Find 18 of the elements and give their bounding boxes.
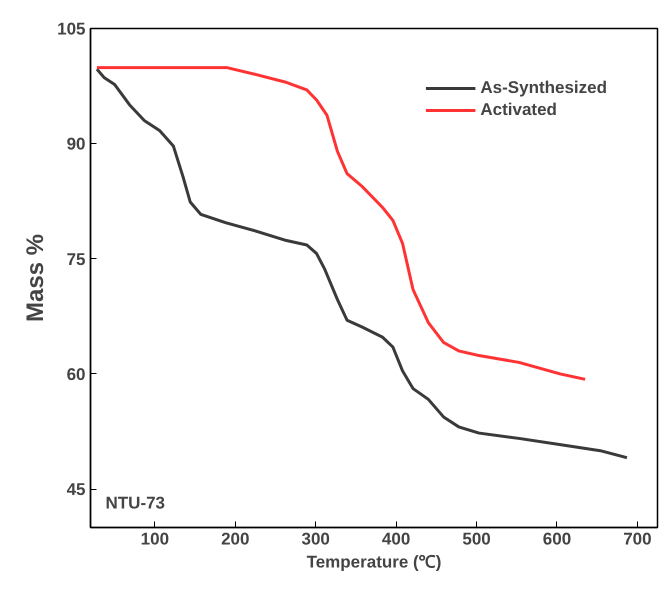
y-tick-label: 105 — [57, 20, 86, 38]
y-axis-title: Mass % — [22, 234, 50, 322]
line-series — [95, 68, 628, 460]
x-tick-label: 200 — [221, 530, 250, 548]
x-axis-title: Temperature (℃) — [306, 552, 442, 572]
x-tick-label: 300 — [302, 530, 330, 548]
y-tick-label: 45 — [66, 480, 86, 500]
x-tick-label: 100 — [140, 530, 170, 548]
x-tick-label: 700 — [623, 530, 652, 548]
legend-label: Activated — [480, 100, 557, 120]
y-tick-label: 75 — [66, 250, 86, 269]
x-tick-label: 600 — [542, 530, 572, 548]
y-tick-label: 60 — [66, 364, 86, 384]
x-tick-label: 500 — [462, 530, 491, 548]
annotation: NTU-73 — [106, 494, 166, 512]
x-tick-label: 400 — [382, 530, 410, 548]
y-tick-label: 90 — [66, 134, 86, 154]
legend-label: As-Synthesized — [480, 78, 607, 98]
